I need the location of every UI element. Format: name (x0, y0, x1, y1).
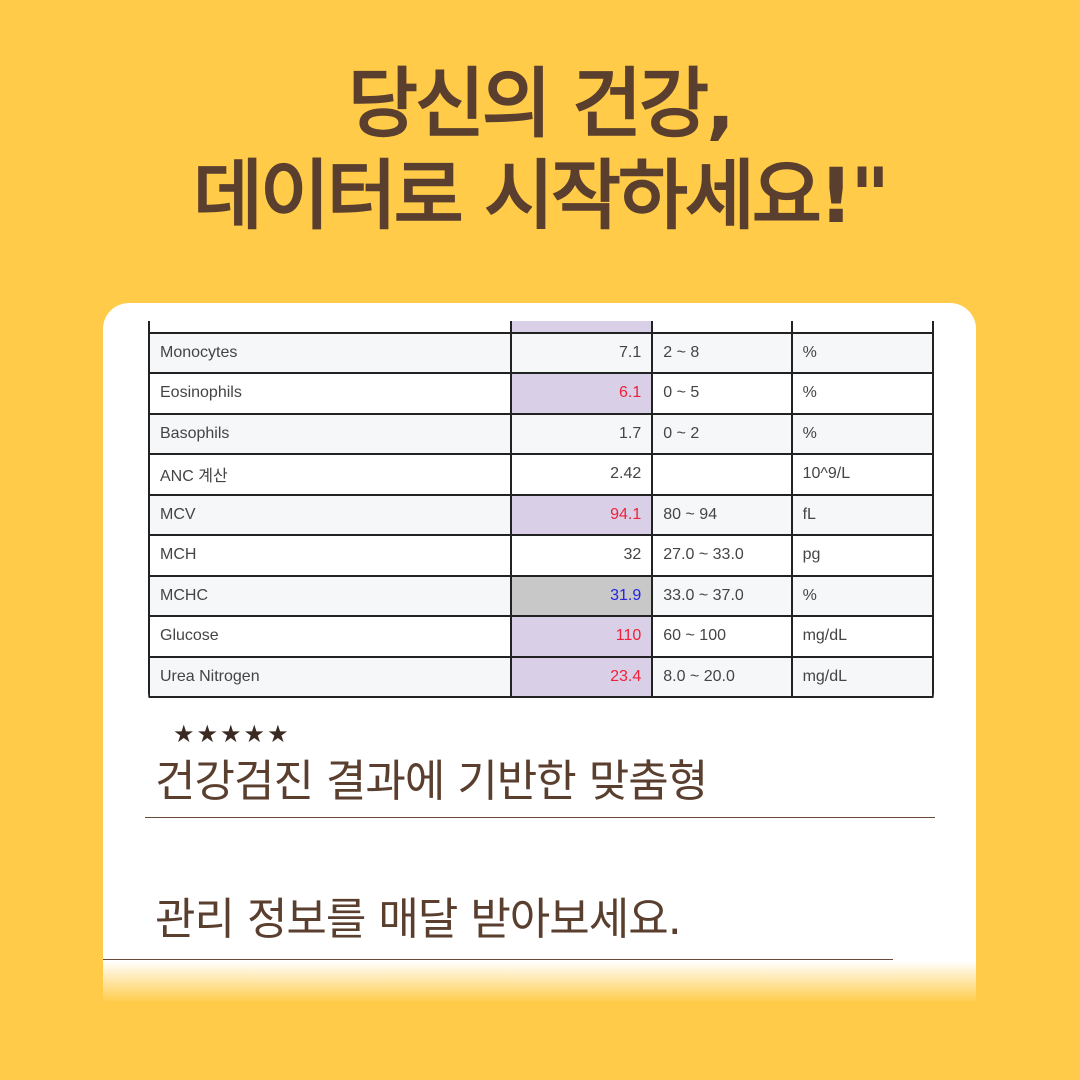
test-value-text: 94.1 (610, 505, 642, 523)
reference-range: 20 ~ 44 (651, 321, 793, 334)
test-name: ANC 계산 (148, 453, 512, 496)
divider (103, 959, 893, 960)
unit: fL (790, 493, 934, 536)
reference-range: 0 ~ 2 (651, 412, 793, 455)
unit-text: fL (802, 505, 816, 523)
reference-range: 2 ~ 8 (651, 331, 793, 374)
test-name: Basophils (148, 412, 512, 455)
test-value-text: 31.9 (610, 586, 642, 604)
test-name-text: MCHC (160, 586, 208, 604)
test-name: Urea Nitrogen (148, 655, 512, 698)
unit: % (790, 321, 934, 334)
test-value: 7.1 (509, 331, 654, 374)
reference-range: 80 ~ 94 (651, 493, 793, 536)
unit-text: mg/dL (802, 667, 848, 685)
reference-range-text: 27.0 ~ 33.0 (663, 546, 744, 564)
reference-range-text: 8.0 ~ 20.0 (663, 667, 735, 685)
test-name-text: Monocytes (160, 343, 238, 361)
reference-range-text: 2 ~ 8 (663, 343, 700, 361)
test-value: 6.1 (509, 372, 654, 415)
test-name: MCHC (148, 574, 512, 617)
caption-line1: 건강검진 결과에 기반한 맞춤형 (155, 756, 708, 807)
test-name-text: Urea Nitrogen (160, 667, 260, 685)
test-value-text: 6.1 (619, 384, 642, 402)
reference-range: 0 ~ 5 (651, 372, 793, 415)
test-value-text: 1.7 (619, 424, 642, 442)
test-name: MCV (148, 493, 512, 536)
divider (145, 817, 935, 818)
unit-text: % (802, 586, 817, 604)
content-card: Lymphocytes46.520 ~ 44% Monocytes 7.1 2 ~ 8… (103, 303, 976, 1003)
unit: % (790, 331, 934, 374)
test-value: 31.9 (509, 574, 654, 617)
reference-range-text: 0 ~ 5 (663, 384, 700, 402)
table-row: MCH 32 27.0 ~ 33.0 pg (148, 534, 934, 577)
unit-text: 10^9/L (802, 465, 851, 483)
reference-range: 60 ~ 100 (651, 615, 793, 658)
reference-range-text: 33.0 ~ 37.0 (663, 586, 744, 604)
bottom-fade (103, 961, 976, 1003)
reference-range-text: 0 ~ 2 (663, 424, 700, 442)
reference-range: 27.0 ~ 33.0 (651, 534, 793, 577)
test-name: Glucose (148, 615, 512, 658)
unit: 10^9/L (790, 453, 934, 496)
unit: % (790, 412, 934, 455)
headline-line2: 데이터로 시작하세요!" (193, 151, 890, 240)
test-name-text: Eosinophils (160, 384, 242, 402)
table-row: MCV 94.1 80 ~ 94 fL (148, 493, 934, 536)
test-name-text: MCH (160, 546, 197, 564)
table-row: Basophils 1.7 0 ~ 2% (148, 412, 934, 455)
test-value: 2.42 (509, 453, 654, 496)
table-row: MCHC 31.9 33.0 ~ 37.0% (148, 574, 934, 617)
unit: mg/dL (790, 615, 934, 658)
caption-line2: 관리 정보를 매달 받아보세요. (155, 894, 682, 945)
table-row: Eosinophils 6.1 0 ~ 5% (148, 372, 934, 415)
test-name-text: ANC 계산 (160, 468, 228, 486)
test-name: Monocytes (148, 331, 512, 374)
table-row: ANC 계산 2.42 10^9/L (148, 453, 934, 496)
star-rating: ★★★★★ (173, 720, 291, 748)
unit-text: mg/dL (802, 627, 848, 645)
test-value: 1.7 (509, 412, 654, 455)
test-value: 46.5 (509, 321, 654, 334)
test-name-text: Basophils (160, 424, 230, 442)
test-name: Eosinophils (148, 372, 512, 415)
unit: % (790, 574, 934, 617)
unit-text: % (802, 343, 817, 361)
test-name: Lymphocytes (148, 321, 512, 334)
unit: mg/dL (790, 655, 934, 698)
reference-range: 33.0 ~ 37.0 (651, 574, 793, 617)
table-row: Glucose 110 60 ~ 100 mg/dL (148, 615, 934, 658)
table-row: Urea Nitrogen 23.4 8.0 ~ 20.0 mg/dL (148, 655, 934, 698)
reference-range: 8.0 ~ 20.0 (651, 655, 793, 698)
unit-text: % (802, 384, 817, 402)
test-value: 23.4 (509, 655, 654, 698)
test-name-text: Glucose (160, 627, 219, 645)
test-name-text: MCV (160, 505, 196, 523)
lab-results-table-wrapper: Lymphocytes46.520 ~ 44% Monocytes 7.1 2 ~ 8… (148, 321, 934, 711)
reference-range (651, 453, 793, 496)
test-value-text: 110 (615, 627, 642, 645)
unit-text: pg (802, 546, 821, 564)
test-value: 32 (509, 534, 654, 577)
table-row: Lymphocytes46.520 ~ 44% (148, 321, 934, 334)
test-value-text: 32 (623, 546, 642, 564)
headline-line1: 당신의 건강, (348, 59, 735, 148)
reference-range-text: 80 ~ 94 (663, 505, 718, 523)
unit-text: % (802, 424, 817, 442)
reference-range-text: 60 ~ 100 (663, 627, 726, 645)
table-row: Monocytes 7.1 2 ~ 8% (148, 331, 934, 374)
test-value: 94.1 (509, 493, 654, 536)
lab-results-table: Lymphocytes46.520 ~ 44% Monocytes 7.1 2 ~ 8… (148, 321, 934, 698)
test-value-text: 7.1 (619, 343, 642, 361)
test-value-text: 23.4 (610, 667, 642, 685)
test-name: MCH (148, 534, 512, 577)
unit: pg (790, 534, 934, 577)
test-value: 110 (509, 615, 654, 658)
test-value-text: 2.42 (610, 465, 642, 483)
unit: % (790, 372, 934, 415)
